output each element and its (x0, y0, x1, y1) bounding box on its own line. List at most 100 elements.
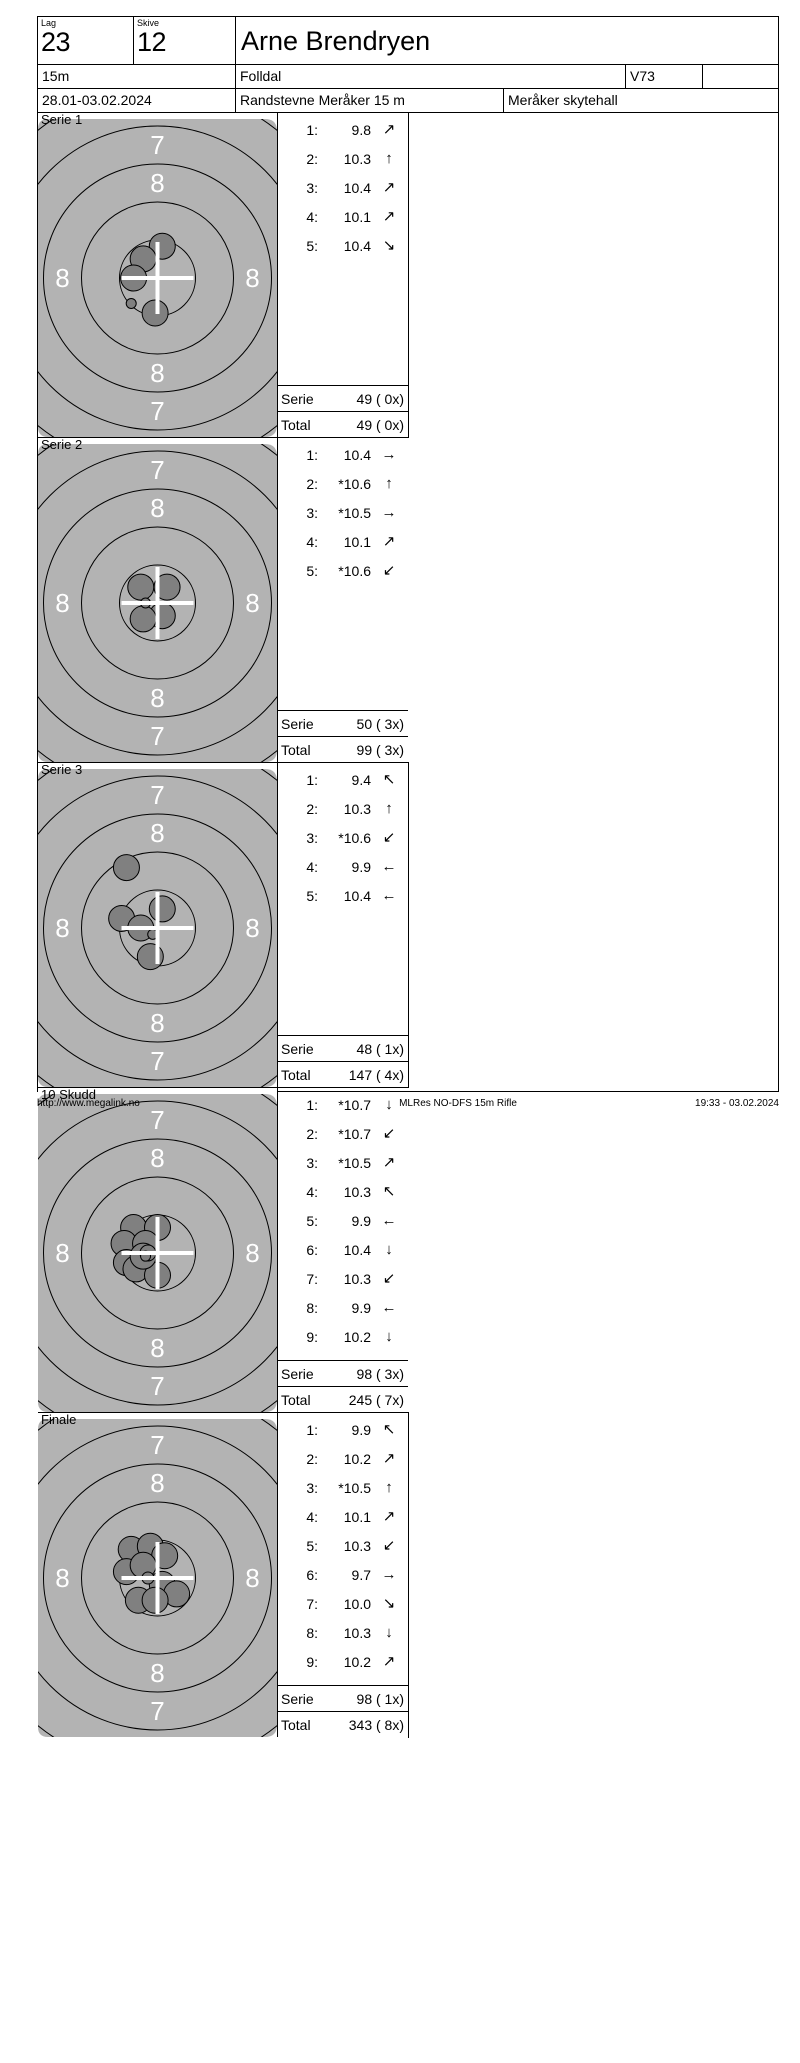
shot-hole (148, 895, 176, 923)
score-list-area: 1: 9.9 ↖ 2: 10.2 ↗ 3: *10.5 ↑ 4: 10.1 ↗ 5: 10.3 ↙ 6: 9.7… (278, 1413, 408, 1737)
shot-hole (141, 299, 169, 327)
shot-value: 9.9 (351, 858, 371, 875)
skive-label: Skive (137, 18, 160, 28)
shot-value: *10.5 (338, 1479, 371, 1496)
total-label: Total (281, 1716, 311, 1733)
target-graphic: 666677778888 (38, 438, 277, 762)
score-list-area: 1: *10.7 ↓ 2: *10.7 ↙ 3: *10.5 ↗ 4: 10.3 ↖ 5: 9.9 ← 6: 1… (278, 1088, 408, 1412)
shot-direction-arrow-icon: ↘ (382, 1595, 396, 1612)
extra-cell (703, 65, 778, 88)
shooter-name-cell: Arne Brendryen (236, 17, 778, 64)
shot-direction-arrow-icon: ↓ (385, 1096, 393, 1113)
shot-direction-arrow-icon: ↘ (382, 237, 396, 254)
ring-label: 6 (150, 1409, 164, 1412)
serie-label: Serie (281, 1040, 314, 1057)
shot-direction-arrow-icon: ↖ (382, 771, 396, 788)
shot-value: 9.4 (351, 771, 371, 788)
serie-value: 49 ( 0x) (356, 390, 404, 407)
shot-list: 1: *10.7 ↓ 2: *10.7 ↙ 3: *10.5 ↗ 4: 10.3 ↖ 5: 9.9 ← 6: 1… (278, 1088, 408, 1361)
shot-row: 4: 9.9 ← (278, 852, 408, 881)
ring-label: 7 (150, 1430, 164, 1460)
ring-label: 6 (150, 444, 164, 447)
series-panel: 666677778888Finale1:9.9↖2:10.2↗3:*10.5↑4… (38, 1413, 409, 1738)
shot-row: 5: 10.4 ← (278, 881, 408, 910)
serie-total-row: Serie 50 ( 3x) (278, 710, 408, 736)
shot-row: 3: *10.5 ↑ (278, 1473, 408, 1502)
ring-label: 7 (150, 455, 164, 485)
shot-hole (112, 854, 140, 882)
shot-value: 10.4 (343, 1241, 371, 1258)
shot-value: 9.8 (351, 121, 371, 138)
ring-label: 8 (150, 168, 164, 198)
ring-label: 8 (150, 1658, 164, 1688)
lag-cell: Lag 23 (38, 17, 134, 64)
ring-label: 6 (150, 759, 164, 762)
shot-direction-arrow-icon: ← (381, 1299, 397, 1316)
event-cell: Randstevne Meråker 15 m (236, 89, 504, 112)
serie-value: 98 ( 3x) (356, 1365, 404, 1382)
series-panel: 666677778888Serie 31:9.4↖2:10.3↑3:*10.6↙… (38, 763, 409, 1088)
shot-value: 10.3 (343, 1624, 371, 1641)
serie-label: Serie (281, 715, 314, 732)
series-title: Finale (41, 1413, 77, 1427)
shot-index: 5: (306, 1212, 318, 1229)
scoresheet-page: Lag 23 Skive 12 Arne Brendryen 15m Folld… (37, 16, 779, 1738)
ring-label: 8 (55, 588, 69, 618)
shot-direction-arrow-icon: ↗ (382, 208, 396, 225)
shot-row: 6: 10.4 ↓ (278, 1235, 408, 1264)
shot-hole (141, 1586, 169, 1614)
target-area: 666677778888Finale (38, 1413, 278, 1737)
footer: http://www.megalink.no MLRes NO-DFS 15m … (37, 1098, 779, 1109)
shot-index: 5: (306, 237, 318, 254)
ring-label: 8 (55, 263, 69, 293)
lag-label: Lag (41, 18, 57, 28)
shot-row: 2: 10.3 ↑ (278, 794, 408, 823)
shot-direction-arrow-icon: → (381, 504, 397, 521)
total-label: Total (281, 416, 311, 433)
shot-value: 10.3 (343, 800, 371, 817)
shot-index: 2: (306, 1125, 318, 1142)
shot-value: 10.4 (343, 179, 371, 196)
shot-direction-arrow-icon: ↙ (382, 829, 396, 846)
ring-label: 7 (150, 1046, 164, 1076)
shot-hole (129, 605, 157, 633)
total-value: 49 ( 0x) (356, 416, 404, 433)
ring-label: 7 (150, 1371, 164, 1401)
serie-total-row: Serie 98 ( 3x) (278, 1360, 408, 1386)
total-label: Total (281, 1391, 311, 1408)
footer-url[interactable]: http://www.megalink.no (37, 1098, 140, 1109)
empty-panel (38, 1738, 409, 2063)
class-cell: V73 (626, 65, 703, 88)
crosshair (121, 567, 194, 639)
crosshair (121, 242, 194, 314)
grand-total-row: Total 343 ( 8x) (278, 1711, 408, 1737)
shot-index: 6: (306, 1566, 318, 1583)
shot-row: 7: 10.0 ↘ (278, 1589, 408, 1618)
series-title: Serie 1 (41, 113, 83, 127)
shot-value: 10.4 (343, 887, 371, 904)
ring-label: 8 (150, 683, 164, 713)
venue-cell: Meråker skytehall (508, 92, 618, 108)
shot-row: 1: 9.4 ↖ (278, 765, 408, 794)
shot-row: 1: *10.7 ↓ (278, 1090, 408, 1119)
shot-index: 9: (306, 1328, 318, 1345)
shot-row: 2: *10.6 ↑ (278, 469, 408, 498)
shooter-name: Arne Brendryen (241, 26, 431, 56)
shot-hole (153, 573, 181, 601)
shot-value: 10.0 (343, 1595, 371, 1612)
grand-total-row: Total 99 ( 3x) (278, 736, 408, 762)
shot-value: 10.4 (343, 237, 371, 254)
shot-row: 9: 10.2 ↗ (278, 1647, 408, 1676)
shot-direction-arrow-icon: ← (381, 858, 397, 875)
shot-value: *10.6 (338, 562, 371, 579)
shot-row: 3: 10.4 ↗ (278, 173, 408, 202)
target-svg-holder: 666677778888 (38, 113, 277, 437)
shot-direction-arrow-icon: ↗ (382, 1508, 396, 1525)
shot-value: 9.7 (351, 1566, 371, 1583)
shot-index: 2: (306, 475, 318, 492)
shot-value: *10.6 (338, 475, 371, 492)
ring-label: 8 (245, 913, 259, 943)
shot-index: 4: (306, 1183, 318, 1200)
shot-index: 9: (306, 1653, 318, 1670)
target-svg-holder: 666677778888 (38, 763, 277, 1087)
